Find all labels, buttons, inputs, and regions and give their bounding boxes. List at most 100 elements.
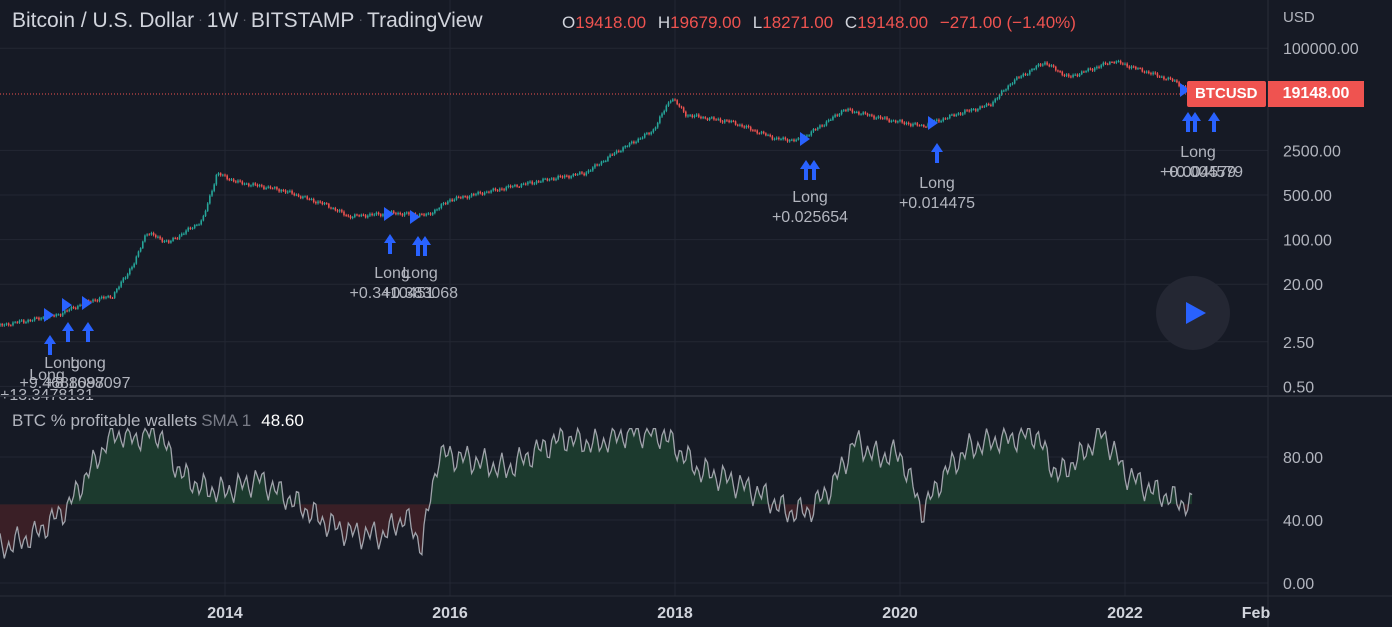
- price-candle: [90, 301, 92, 303]
- interval[interactable]: 1W: [206, 9, 239, 32]
- price-candle: [468, 196, 471, 199]
- price-candle: [873, 115, 875, 119]
- price-candle: [879, 116, 882, 119]
- price-candle: [617, 150, 620, 152]
- price-candle: [330, 207, 332, 209]
- price-candle: [377, 212, 380, 215]
- price-candle: [364, 215, 367, 218]
- price-candle: [1026, 74, 1029, 76]
- price-candle: [1033, 68, 1035, 70]
- price-candle: [77, 306, 79, 309]
- price-candle: [206, 203, 209, 211]
- price-candle: [31, 320, 34, 322]
- price-candle: [429, 213, 432, 215]
- price-candle: [354, 214, 356, 217]
- high-label: H: [657, 13, 671, 32]
- price-candle: [167, 240, 170, 243]
- price-candle: [401, 214, 404, 216]
- price-candle: [98, 298, 101, 301]
- price-candle: [791, 139, 793, 141]
- price-candle: [302, 196, 304, 199]
- price-candle: [507, 185, 510, 188]
- price-candle: [646, 133, 648, 135]
- signal-value: +0.383068: [382, 285, 458, 302]
- price-candle: [948, 115, 951, 119]
- price-candle: [237, 180, 239, 183]
- replay-play-button[interactable]: [1156, 276, 1230, 350]
- price-candle: [74, 307, 77, 309]
- price-candle: [1024, 73, 1027, 75]
- price-candle: [68, 309, 71, 311]
- price-candle: [462, 196, 464, 198]
- price-candle: [291, 190, 293, 194]
- price-candle: [650, 132, 653, 135]
- price-candle: [1117, 60, 1120, 62]
- price-candle: [457, 196, 460, 198]
- price-axis-tick: 2.50: [1283, 335, 1314, 352]
- price-candle: [1054, 66, 1057, 71]
- price-candle: [209, 195, 211, 204]
- price-candle: [64, 310, 66, 314]
- price-candle: [527, 182, 529, 185]
- signal-value: +8.1688097: [46, 375, 131, 392]
- price-candle: [1078, 74, 1081, 77]
- price-candle: [16, 322, 19, 324]
- price-candle: [964, 110, 966, 114]
- signal-value: +0.004579: [1167, 164, 1243, 181]
- price-candle: [946, 118, 949, 120]
- price-candle: [769, 134, 771, 137]
- price-candle: [421, 214, 423, 216]
- price-candle: [267, 186, 270, 188]
- price-candle: [1150, 73, 1152, 75]
- price-candle: [998, 94, 1001, 99]
- price-candle: [749, 127, 752, 131]
- indicator-legend[interactable]: BTC % profitable wallets SMA 1 48.60: [12, 411, 304, 431]
- price-candle: [373, 214, 376, 216]
- price-candle: [635, 141, 637, 144]
- price-candle: [743, 126, 746, 128]
- price-candle: [323, 203, 326, 205]
- price-candle: [639, 138, 642, 140]
- price-candle: [871, 114, 873, 116]
- price-candle: [1124, 63, 1126, 65]
- price-candle: [596, 164, 598, 166]
- price-candle: [202, 216, 205, 221]
- price-candle: [10, 325, 12, 327]
- price-candle: [191, 227, 194, 229]
- price-candle: [626, 145, 629, 147]
- price-candle: [721, 121, 724, 123]
- price-candle: [22, 320, 25, 323]
- price-candle: [1158, 76, 1161, 78]
- price-candle: [860, 114, 862, 116]
- price-candle: [1156, 73, 1159, 77]
- price-candle: [587, 170, 590, 173]
- symbol-name[interactable]: Bitcoin / U.S. Dollar: [12, 9, 195, 32]
- price-candle: [877, 116, 880, 118]
- currency-label[interactable]: USD: [1283, 9, 1315, 26]
- price-candle: [1102, 62, 1105, 66]
- price-candle: [278, 189, 280, 192]
- price-candle: [204, 210, 207, 217]
- price-candle: [628, 143, 631, 146]
- price-candle: [529, 181, 531, 183]
- grid-lines: [0, 0, 1268, 596]
- price-candle: [135, 256, 138, 264]
- price-axis-tick: 20.00: [1283, 277, 1323, 294]
- price-candle: [0, 324, 1, 326]
- price-candle: [581, 172, 583, 174]
- price-candle: [652, 129, 655, 133]
- price-candle: [200, 220, 203, 225]
- price-candle: [866, 113, 869, 116]
- price-candle: [57, 314, 60, 316]
- price-candle: [256, 184, 259, 187]
- price-candle: [103, 296, 105, 299]
- price-candle: [845, 109, 847, 111]
- price-candle: [752, 130, 754, 132]
- price-candle: [232, 179, 235, 182]
- price-candle: [488, 191, 490, 193]
- price-candle: [397, 212, 399, 215]
- price-candle: [312, 198, 315, 202]
- price-candle: [622, 147, 624, 152]
